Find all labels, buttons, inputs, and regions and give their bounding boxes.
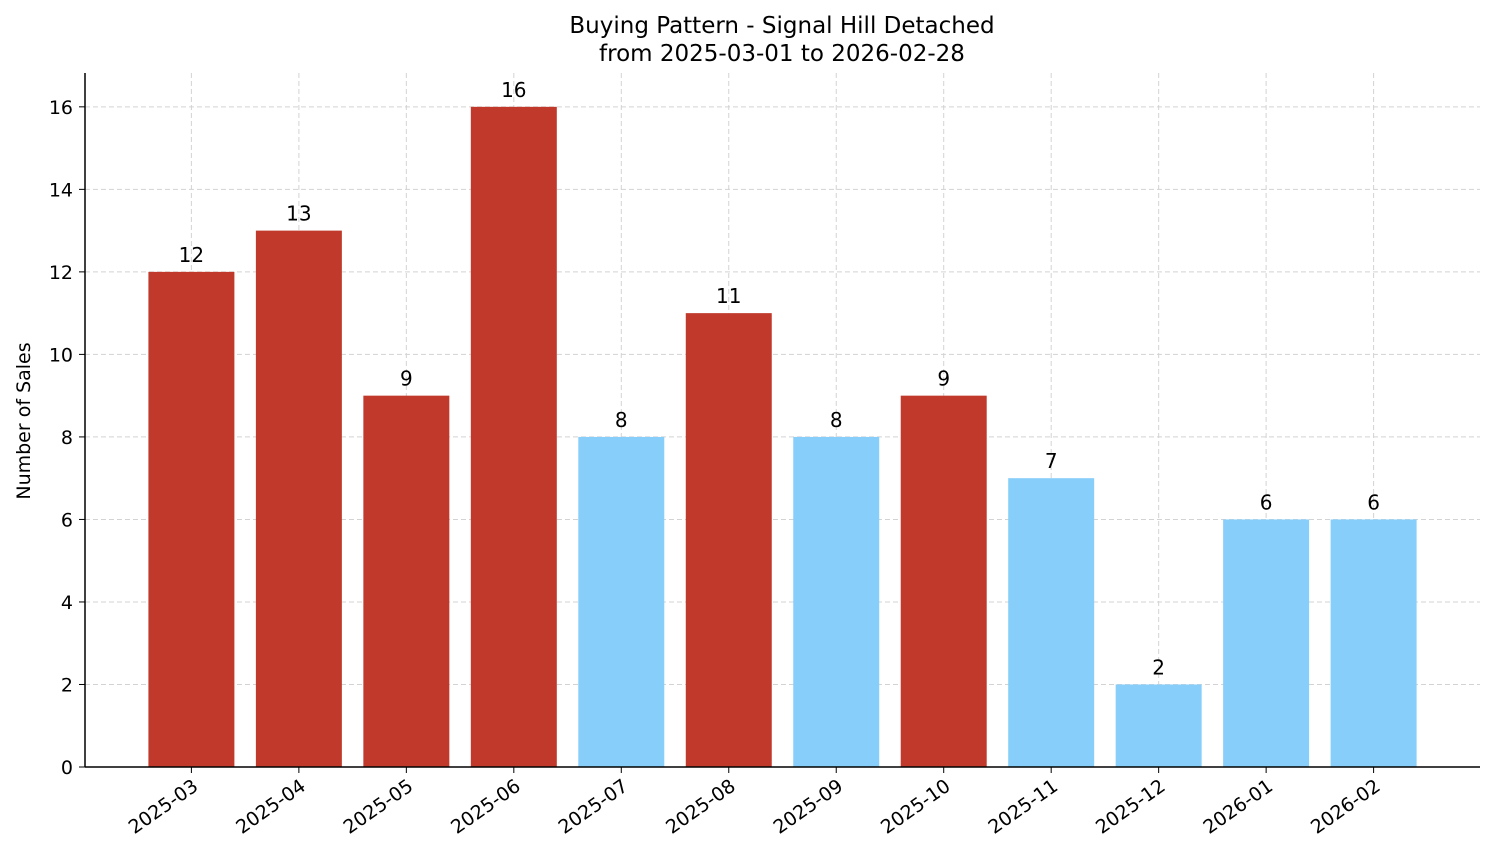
data-label: 6 xyxy=(1367,490,1380,514)
bar xyxy=(578,436,665,767)
x-tick-label: 2026-02 xyxy=(1307,775,1385,839)
bar xyxy=(1223,519,1310,767)
data-label: 6 xyxy=(1260,490,1273,514)
bar xyxy=(1330,519,1417,767)
x-tick-label: 2025-10 xyxy=(877,775,955,839)
bar xyxy=(1115,684,1202,767)
chart-subtitle: from 2025-03-01 to 2026-02-28 xyxy=(599,41,965,67)
y-tick-label: 14 xyxy=(49,179,73,201)
y-tick-label: 8 xyxy=(61,427,73,449)
bar xyxy=(900,395,987,767)
y-tick-label: 2 xyxy=(61,674,73,696)
x-tick-label: 2025-03 xyxy=(125,775,203,839)
y-tick-label: 12 xyxy=(49,262,73,284)
chart-title: Buying Pattern - Signal Hill Detached xyxy=(569,13,994,39)
bar xyxy=(470,106,557,767)
x-tick-label: 2025-11 xyxy=(984,775,1062,839)
x-tick-label: 2025-12 xyxy=(1092,775,1170,839)
bar xyxy=(1008,478,1095,767)
y-axis-label: Number of Sales xyxy=(13,342,35,499)
data-label: 13 xyxy=(286,202,311,226)
data-label: 7 xyxy=(1045,449,1058,473)
data-label: 2 xyxy=(1152,655,1165,679)
bar xyxy=(793,436,880,767)
y-tick-label: 0 xyxy=(61,757,73,779)
bar xyxy=(363,395,450,767)
data-label: 11 xyxy=(716,284,741,308)
x-tick-label: 2025-09 xyxy=(769,775,847,839)
data-label: 8 xyxy=(830,408,843,432)
y-tick-label: 4 xyxy=(61,592,73,614)
x-tick-label: 2025-08 xyxy=(662,775,740,839)
bar xyxy=(255,230,342,767)
y-tick-label: 16 xyxy=(49,97,73,119)
x-tick-label: 2025-07 xyxy=(555,775,633,839)
bar xyxy=(685,313,772,767)
data-label: 16 xyxy=(501,78,526,102)
x-tick-label: 2025-05 xyxy=(340,775,418,839)
x-tick-label: 2025-06 xyxy=(447,775,525,839)
data-label: 9 xyxy=(400,367,413,391)
data-label: 9 xyxy=(937,367,950,391)
x-tick-label: 2026-01 xyxy=(1199,775,1277,839)
x-tick-label: 2025-04 xyxy=(232,775,310,839)
data-label: 12 xyxy=(179,243,204,267)
y-tick-label: 6 xyxy=(61,509,73,531)
data-label: 8 xyxy=(615,408,628,432)
y-tick-label: 10 xyxy=(49,344,73,366)
bar xyxy=(148,271,235,767)
